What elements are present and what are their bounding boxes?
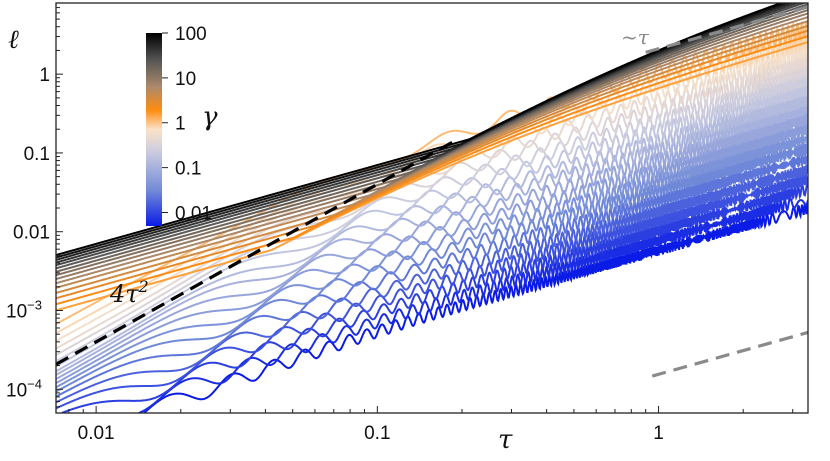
curve-gamma-30 (56, 3, 801, 264)
annotation-4tau2: 4τ2 (109, 277, 149, 308)
curve-gamma-3 (56, 172, 808, 410)
y-axis-label: ℓ (8, 25, 19, 55)
colorbar-gradient (146, 33, 162, 226)
gamma-curves (56, 3, 808, 413)
curve-gamma-20 (56, 35, 808, 306)
colorbar-tick-label: 0.01 (175, 203, 212, 224)
x-axis: 0.01 0.1 1 (68, 406, 794, 444)
curve-gamma-19 (56, 41, 808, 312)
curve-gamma-13 (56, 71, 808, 363)
curve-gamma-21 (56, 29, 808, 300)
x-tick-label: 0.01 (78, 423, 115, 444)
curve-gamma-29 (56, 3, 808, 267)
x-tick-label: 0.1 (364, 423, 390, 444)
reference-lines (56, 5, 808, 378)
curve-gamma-17 (56, 30, 808, 335)
colorbar-tick-label: 10 (175, 69, 196, 90)
curve-gamma-9 (56, 112, 808, 380)
colorbar-tick-label: 0.1 (175, 159, 201, 180)
colorbar: γ (146, 33, 218, 226)
colorbar-tick-label: 1 (175, 114, 186, 135)
curve-gamma-33 (56, 3, 784, 257)
y-tick-label: 0.01 (13, 223, 50, 244)
annotation-tau: ~τ (621, 25, 650, 49)
curve-gamma-11 (56, 92, 808, 373)
curve-gamma-8 (56, 122, 808, 384)
curve-gamma-7 (56, 132, 808, 389)
y-tick-label: 10−3 (6, 298, 42, 323)
colorbar-tick-label: 100 (175, 24, 207, 45)
reference-line-2 (651, 330, 808, 378)
colorbar-label: γ (202, 102, 218, 132)
curve-gamma-18 (56, 20, 808, 325)
curve-gamma-22 (56, 24, 808, 294)
y-axis: 10−4 10−3 0.01 0.1 1 (6, 2, 63, 414)
x-tick-label: 1 (653, 423, 664, 444)
curve-gamma-5 (56, 152, 808, 398)
colorbar-ticks: 100 10 1 0.1 0.01 (162, 24, 212, 224)
curve-gamma-10 (56, 101, 808, 376)
reference-line-0 (56, 138, 457, 366)
curve-gamma-4 (56, 164, 808, 404)
reference-line-1 (645, 5, 808, 54)
y-tick-label: 10−4 (6, 376, 42, 401)
y-tick-label: 1 (39, 65, 50, 86)
x-axis-label: τ (498, 425, 513, 455)
curve-gamma-23 (56, 20, 808, 289)
y-tick-label: 0.1 (24, 144, 50, 165)
